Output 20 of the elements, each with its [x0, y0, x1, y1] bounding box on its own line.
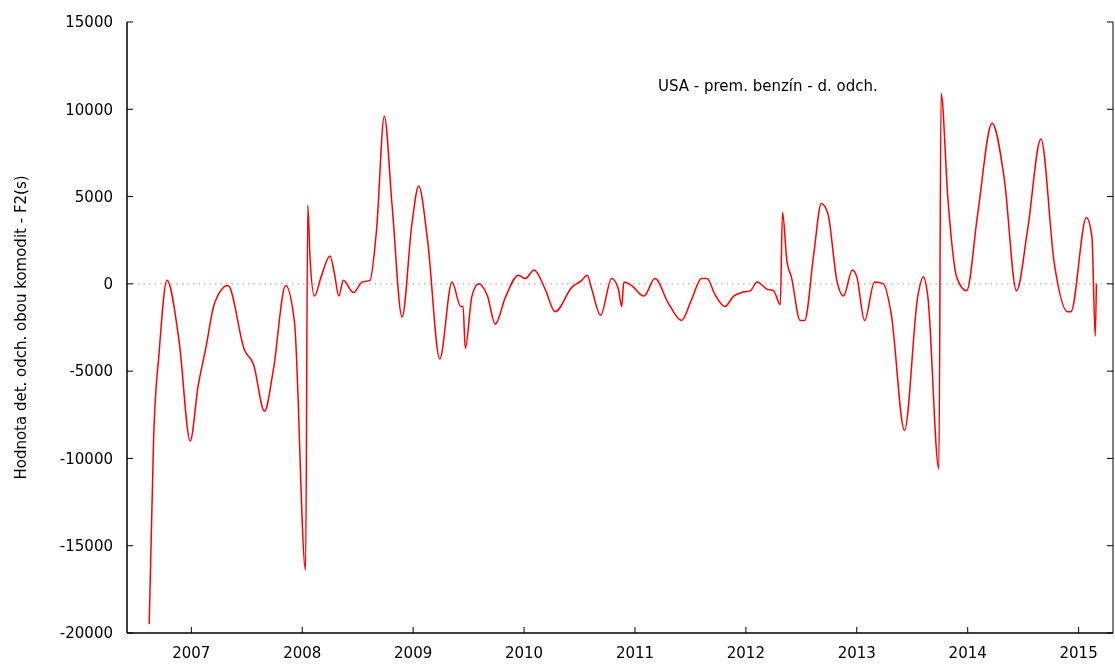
y-axis-title: Hodnota det. odch. obou komodit - F2(s)	[12, 175, 30, 480]
y-tick-label: 5000	[74, 187, 113, 206]
x-tick-label: 2009	[394, 644, 433, 662]
x-tick-label: 2012	[726, 644, 765, 662]
text: USA - prem. benzín - d. odch.	[658, 77, 878, 96]
x-tick-label: 2011	[615, 644, 655, 662]
y-tick-label: -20000	[59, 624, 113, 643]
y-tick-label: -10000	[59, 449, 113, 468]
x-tick-label: 2008	[283, 644, 322, 662]
y-tick-label: 15000	[65, 13, 113, 32]
x-tick-label: 2015	[1059, 644, 1098, 662]
x-tick-label: 2007	[172, 644, 211, 662]
y-tick-label: -5000	[69, 362, 113, 381]
line-series	[148, 92, 1098, 626]
y-tick-label: 10000	[65, 100, 113, 119]
x-tick-label: 2014	[948, 644, 987, 662]
x-tick-label: 2010	[504, 644, 544, 662]
y-tick-label: 0	[103, 275, 113, 294]
y-tick-label: -15000	[59, 536, 113, 555]
x-tick-label: 2013	[837, 644, 876, 662]
